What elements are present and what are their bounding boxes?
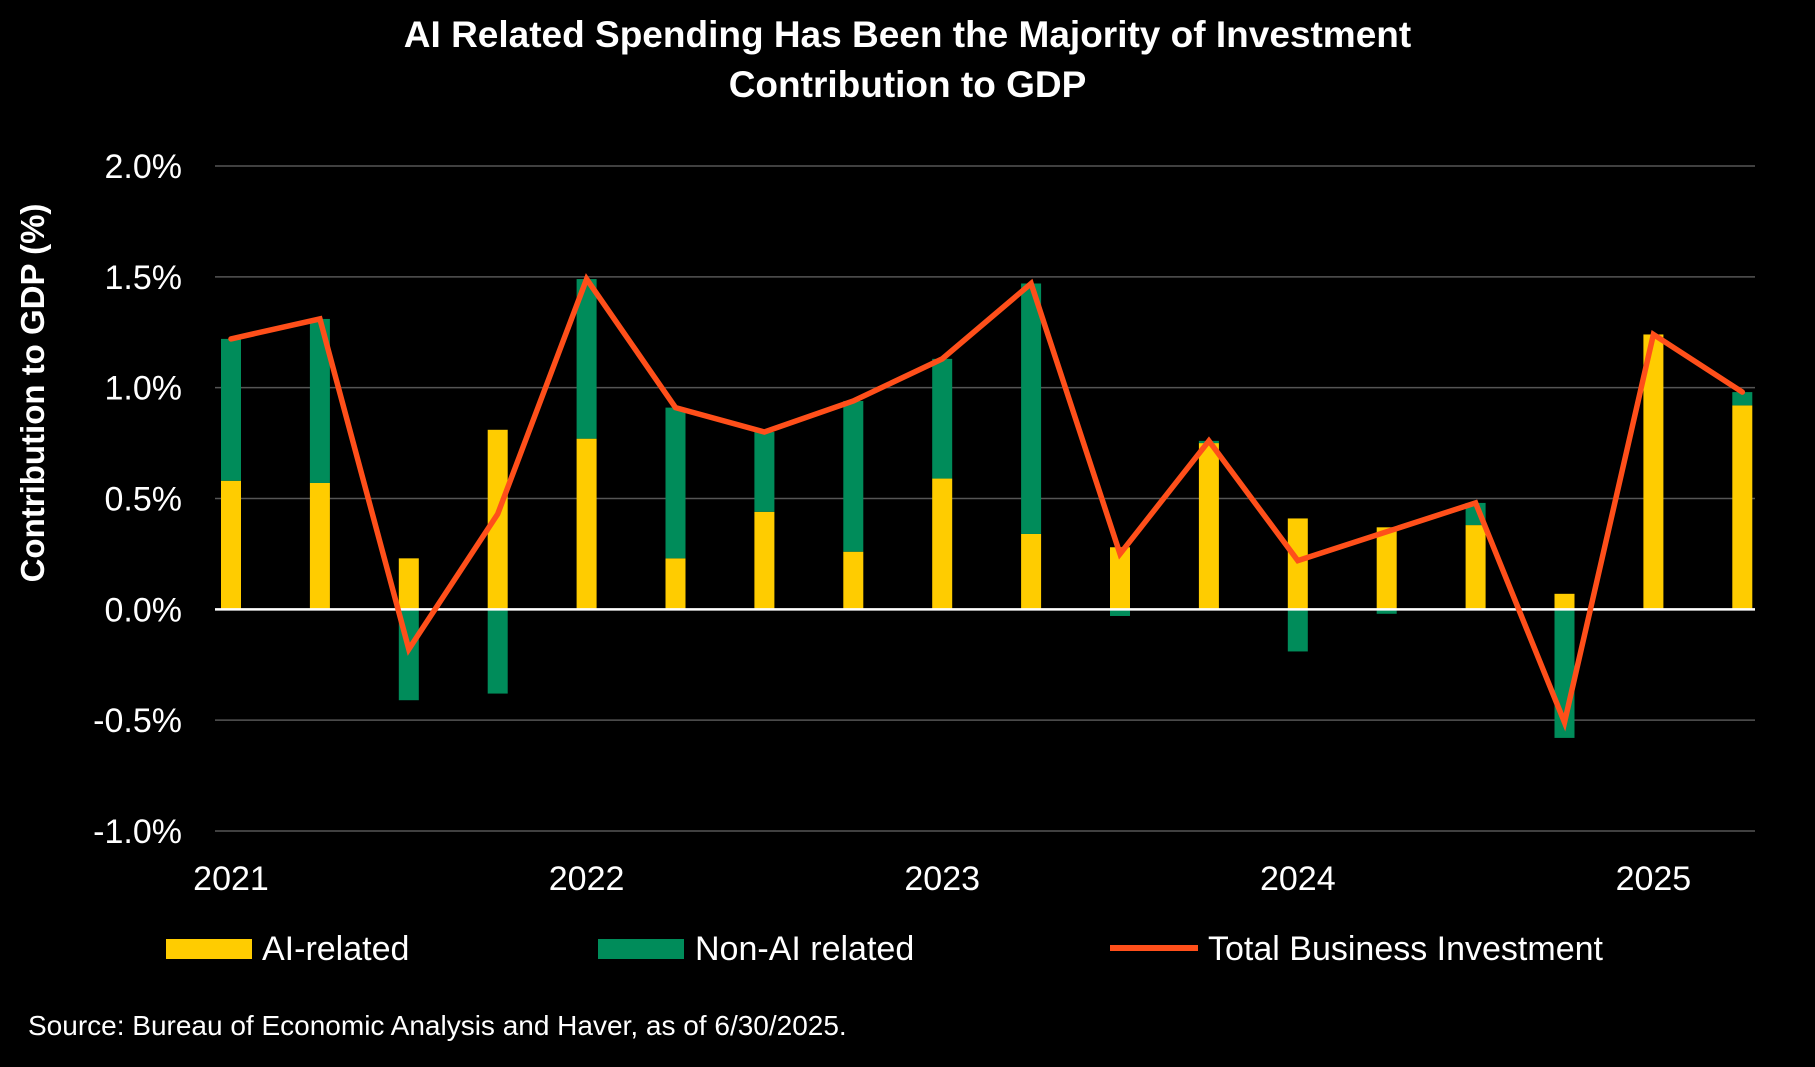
total-line-layer	[228, 273, 1746, 732]
bar-non-ai-related	[576, 279, 597, 439]
bar-non-ai-related	[309, 318, 330, 483]
bar-non-ai-related	[843, 400, 864, 552]
bar-ai-related	[1198, 443, 1219, 610]
bar-non-ai-related	[221, 338, 241, 481]
legend-label-ai: AI-related	[262, 930, 409, 968]
y-tick-label: -1.0%	[93, 813, 182, 851]
bar-ai-related	[665, 558, 686, 610]
legend-label-total: Total Business Investment	[1208, 930, 1604, 968]
bar-non-ai-related	[665, 407, 686, 559]
bar-non-ai-related	[487, 609, 508, 694]
bar-non-ai-related	[754, 432, 775, 512]
bar-ai-related	[1110, 547, 1130, 610]
x-tick-label: 2024	[1260, 860, 1336, 898]
bar-ai-related	[576, 438, 597, 610]
grid-layer	[215, 165, 1755, 832]
bar-ai-related	[1287, 518, 1308, 610]
source-note: Source: Bureau of Economic Analysis and …	[28, 1010, 847, 1041]
bar-non-ai-related	[1732, 392, 1753, 406]
legend-label-non-ai: Non-AI related	[695, 930, 914, 968]
y-tick-label: 0.0%	[105, 591, 183, 629]
y-tick-label: 1.5%	[105, 259, 183, 297]
x-tick-label: 2025	[1616, 860, 1692, 898]
total-business-investment-line	[228, 273, 1746, 732]
y-tick-label: 1.0%	[105, 370, 183, 408]
y-axis-title: Contribution to GDP (%)	[14, 204, 51, 583]
legend-swatch-ai	[166, 939, 252, 959]
axis-layer: 2.0% 1.5% 1.0% 0.5% 0.0% -0.5% -1.0% 2021 2022 20…	[93, 148, 1691, 898]
y-tick-label: 0.5%	[105, 481, 183, 519]
bar-non-ai-related	[1021, 283, 1042, 534]
bar-non-ai-related	[1110, 609, 1130, 616]
legend-swatch-non-ai	[598, 939, 684, 959]
bar-ai-related	[843, 551, 864, 610]
bar-layer	[221, 279, 1753, 738]
chart-title: AI Related Spending Has Been the Majorit…	[0, 10, 1815, 110]
bar-ai-related	[1554, 593, 1575, 610]
bar-ai-related	[1021, 533, 1042, 610]
bar-ai-related	[1465, 525, 1486, 610]
bar-non-ai-related	[932, 358, 953, 479]
chart-title-line-1: AI Related Spending Has Been the Majorit…	[403, 14, 1412, 55]
bar-ai-related	[221, 480, 241, 610]
legend: AI-related Non-AI related Total Business…	[166, 930, 1604, 968]
x-tick-label: 2022	[549, 860, 625, 898]
bar-non-ai-related	[1376, 609, 1397, 614]
y-tick-label: -0.5%	[93, 702, 182, 740]
x-tick-label: 2021	[193, 860, 269, 898]
bar-non-ai-related	[1287, 609, 1308, 652]
x-tick-label: 2023	[904, 860, 980, 898]
bar-ai-related	[1732, 405, 1753, 610]
bar-ai-related	[754, 511, 775, 610]
y-tick-label: 2.0%	[105, 148, 183, 186]
bar-ai-related	[1376, 527, 1397, 610]
bar-ai-related	[309, 482, 330, 610]
bar-ai-related	[487, 429, 508, 610]
bar-ai-related	[398, 558, 419, 610]
chart-title-line-2: Contribution to GDP	[728, 64, 1087, 105]
bar-ai-related	[932, 478, 953, 610]
bar-ai-related	[1643, 334, 1664, 610]
